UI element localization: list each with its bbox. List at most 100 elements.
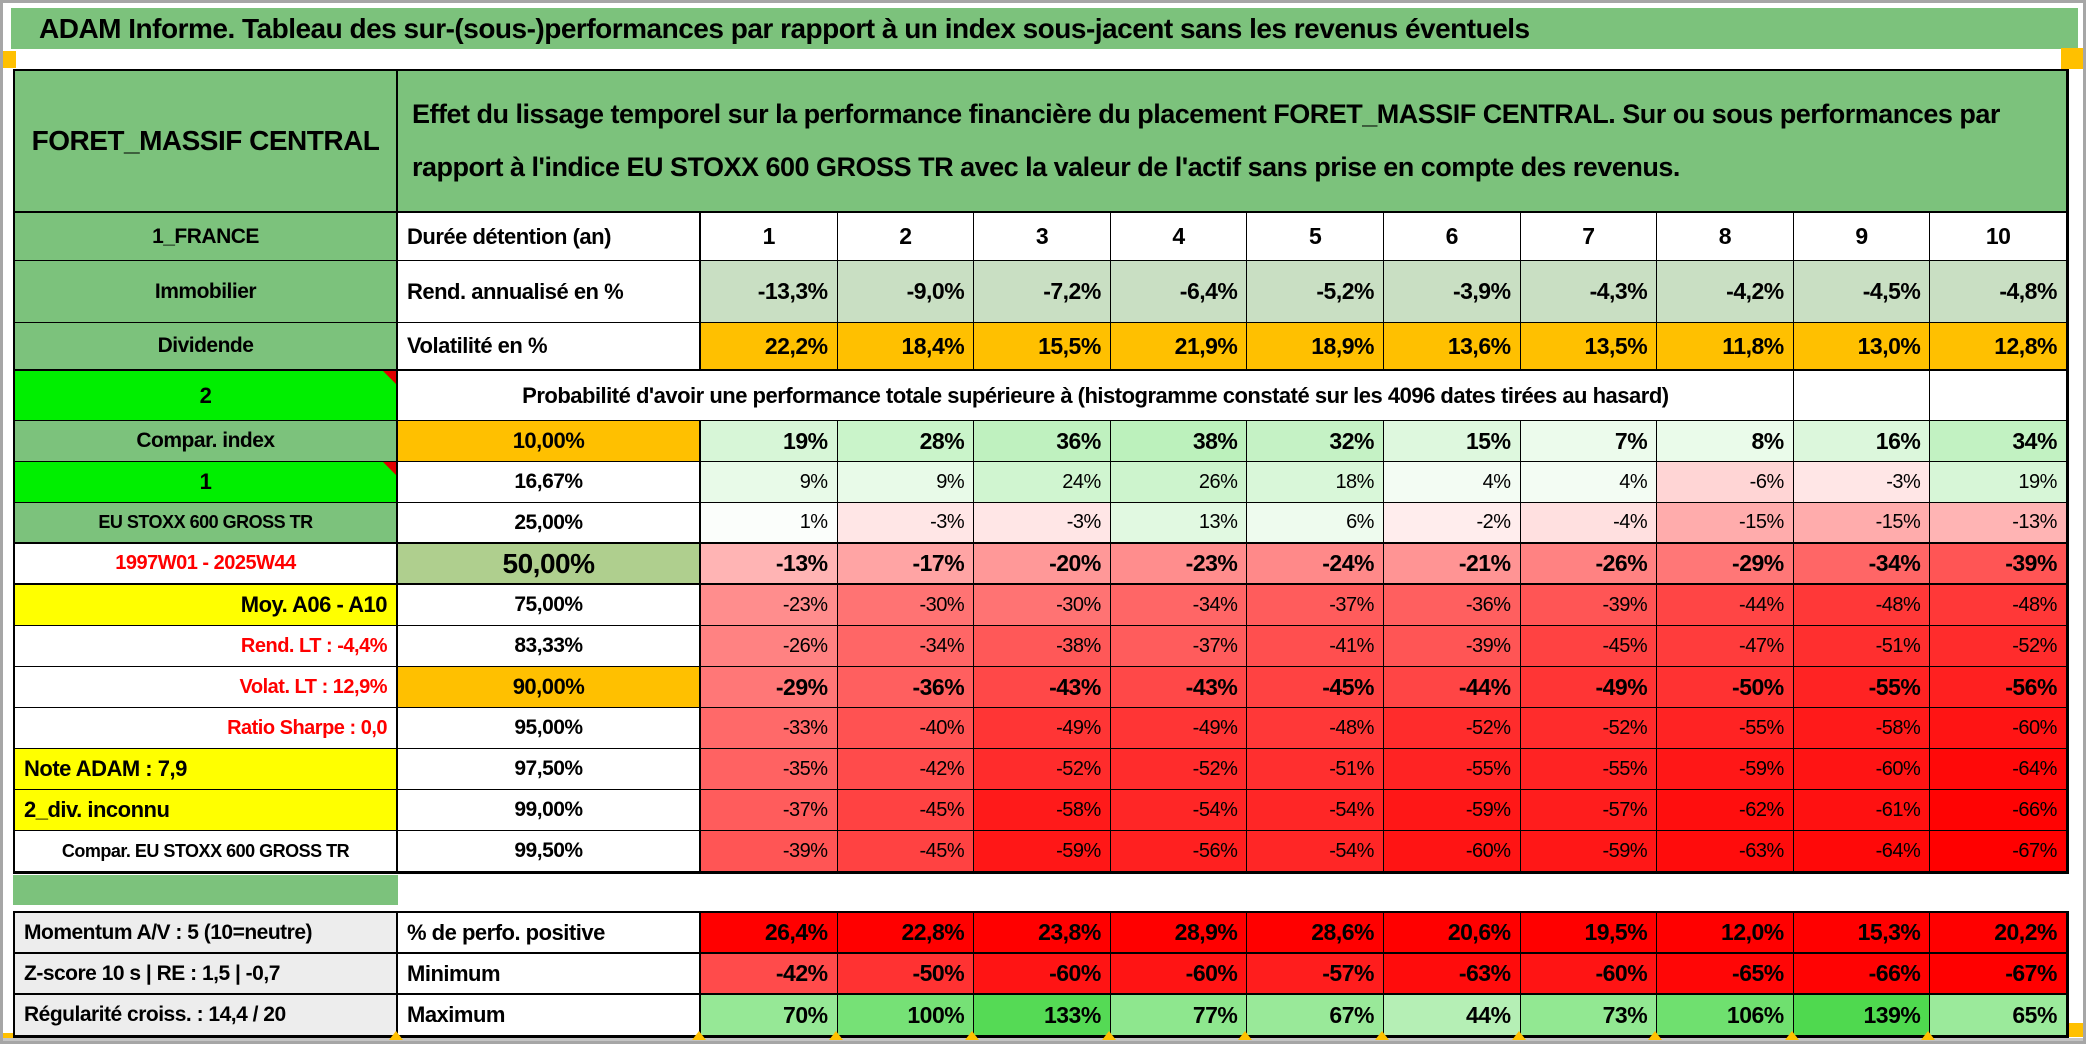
value-cell[interactable]: -21%: [1383, 544, 1521, 585]
value-cell[interactable]: 7: [1520, 213, 1658, 261]
metric-label[interactable]: Volatilité en %: [398, 323, 701, 371]
value-cell[interactable]: -49%: [974, 708, 1111, 749]
value-cell[interactable]: 133%: [974, 995, 1111, 1036]
banner-flag-cell[interactable]: 2: [15, 371, 398, 421]
value-cell[interactable]: 100%: [837, 995, 975, 1036]
value-cell[interactable]: -3,9%: [1383, 261, 1521, 323]
value-cell[interactable]: -64%: [1930, 749, 2067, 790]
value-cell[interactable]: -20%: [974, 544, 1111, 585]
row-label[interactable]: Compar. EU STOXX 600 GROSS TR: [15, 831, 398, 872]
value-cell[interactable]: -38%: [974, 626, 1111, 667]
value-cell[interactable]: -48%: [1930, 585, 2067, 626]
table-description-cell[interactable]: Effet du lissage temporel sur la perform…: [398, 71, 2067, 213]
value-cell[interactable]: 9: [1793, 213, 1931, 261]
row-label[interactable]: Momentum A/V : 5 (10=neutre): [15, 913, 398, 954]
value-cell[interactable]: 139%: [1793, 995, 1931, 1036]
value-cell[interactable]: 34%: [1930, 421, 2067, 462]
value-cell[interactable]: 9%: [837, 462, 975, 503]
value-cell[interactable]: -39%: [701, 831, 838, 872]
row-label[interactable]: Immobilier: [15, 261, 398, 323]
value-cell[interactable]: -67%: [1930, 831, 2067, 872]
value-cell[interactable]: -54%: [1247, 831, 1384, 872]
value-cell[interactable]: 22,8%: [837, 913, 975, 954]
row-label[interactable]: Z-score 10 s | RE : 1,5 | -0,7: [15, 954, 398, 995]
value-cell[interactable]: -35%: [701, 749, 838, 790]
row-label[interactable]: EU STOXX 600 GROSS TR: [15, 503, 398, 544]
value-cell[interactable]: 8%: [1657, 421, 1794, 462]
value-cell[interactable]: -51%: [1793, 626, 1931, 667]
value-cell[interactable]: -6%: [1657, 462, 1794, 503]
value-cell[interactable]: -56%: [1110, 831, 1248, 872]
value-cell[interactable]: -65%: [1657, 954, 1794, 995]
row-label[interactable]: Volat. LT : 12,9%: [15, 667, 398, 708]
threshold-cell[interactable]: 25,00%: [398, 503, 701, 544]
value-cell[interactable]: 28,6%: [1247, 913, 1384, 954]
metric-label[interactable]: Rend. annualisé en %: [398, 261, 701, 323]
value-cell[interactable]: -34%: [1110, 585, 1248, 626]
row-label[interactable]: Ratio Sharpe : 0,0: [15, 708, 398, 749]
metric-label[interactable]: Maximum: [398, 995, 701, 1036]
value-cell[interactable]: -41%: [1247, 626, 1384, 667]
value-cell[interactable]: -39%: [1930, 544, 2067, 585]
value-cell[interactable]: 2: [837, 213, 975, 261]
value-cell[interactable]: -60%: [974, 954, 1111, 995]
value-cell[interactable]: -29%: [1657, 544, 1794, 585]
empty-cell[interactable]: [1793, 371, 1931, 421]
value-cell[interactable]: -42%: [701, 954, 838, 995]
value-cell[interactable]: -37%: [1110, 626, 1248, 667]
value-cell[interactable]: -4,3%: [1520, 261, 1658, 323]
value-cell[interactable]: -23%: [701, 585, 838, 626]
value-cell[interactable]: -26%: [1520, 544, 1658, 585]
value-cell[interactable]: -45%: [1247, 667, 1384, 708]
value-cell[interactable]: -34%: [1793, 544, 1931, 585]
value-cell[interactable]: 20,6%: [1383, 913, 1521, 954]
metric-label[interactable]: % de perfo. positive: [398, 913, 701, 954]
value-cell[interactable]: -62%: [1657, 790, 1794, 831]
threshold-cell[interactable]: 83,33%: [398, 626, 701, 667]
value-cell[interactable]: 13%: [1110, 503, 1248, 544]
threshold-cell[interactable]: 10,00%: [398, 421, 701, 462]
value-cell[interactable]: 18,4%: [837, 323, 975, 371]
value-cell[interactable]: 19%: [701, 421, 838, 462]
value-cell[interactable]: -5,2%: [1247, 261, 1384, 323]
value-cell[interactable]: -48%: [1247, 708, 1384, 749]
row-label[interactable]: Régularité croiss. : 14,4 / 20: [15, 995, 398, 1036]
value-cell[interactable]: -4,5%: [1793, 261, 1931, 323]
value-cell[interactable]: -59%: [974, 831, 1111, 872]
value-cell[interactable]: -55%: [1793, 667, 1931, 708]
value-cell[interactable]: -37%: [701, 790, 838, 831]
threshold-cell[interactable]: 95,00%: [398, 708, 701, 749]
threshold-cell[interactable]: 99,50%: [398, 831, 701, 872]
value-cell[interactable]: -52%: [1520, 708, 1658, 749]
value-cell[interactable]: 8: [1657, 213, 1794, 261]
value-cell[interactable]: -61%: [1793, 790, 1931, 831]
value-cell[interactable]: -49%: [1520, 667, 1658, 708]
threshold-cell[interactable]: 75,00%: [398, 585, 701, 626]
value-cell[interactable]: -47%: [1657, 626, 1794, 667]
value-cell[interactable]: 13,0%: [1793, 323, 1931, 371]
value-cell[interactable]: -13,3%: [701, 261, 838, 323]
value-cell[interactable]: 28,9%: [1110, 913, 1248, 954]
value-cell[interactable]: 70%: [701, 995, 838, 1036]
value-cell[interactable]: -57%: [1247, 954, 1384, 995]
value-cell[interactable]: -9,0%: [837, 261, 975, 323]
threshold-cell[interactable]: 97,50%: [398, 749, 701, 790]
value-cell[interactable]: -59%: [1657, 749, 1794, 790]
row-label[interactable]: Compar. index: [15, 421, 398, 462]
value-cell[interactable]: -39%: [1520, 585, 1658, 626]
value-cell[interactable]: 4: [1110, 213, 1248, 261]
value-cell[interactable]: 16%: [1793, 421, 1931, 462]
value-cell[interactable]: 20,2%: [1930, 913, 2067, 954]
value-cell[interactable]: -49%: [1110, 708, 1248, 749]
value-cell[interactable]: 1%: [701, 503, 838, 544]
value-cell[interactable]: 7%: [1520, 421, 1658, 462]
value-cell[interactable]: -44%: [1383, 667, 1521, 708]
threshold-cell[interactable]: 90,00%: [398, 667, 701, 708]
value-cell[interactable]: -4,8%: [1930, 261, 2067, 323]
value-cell[interactable]: 23,8%: [974, 913, 1111, 954]
value-cell[interactable]: -36%: [837, 667, 975, 708]
value-cell[interactable]: 9%: [701, 462, 838, 503]
value-cell[interactable]: -15%: [1793, 503, 1931, 544]
value-cell[interactable]: -55%: [1383, 749, 1521, 790]
value-cell[interactable]: 44%: [1383, 995, 1521, 1036]
